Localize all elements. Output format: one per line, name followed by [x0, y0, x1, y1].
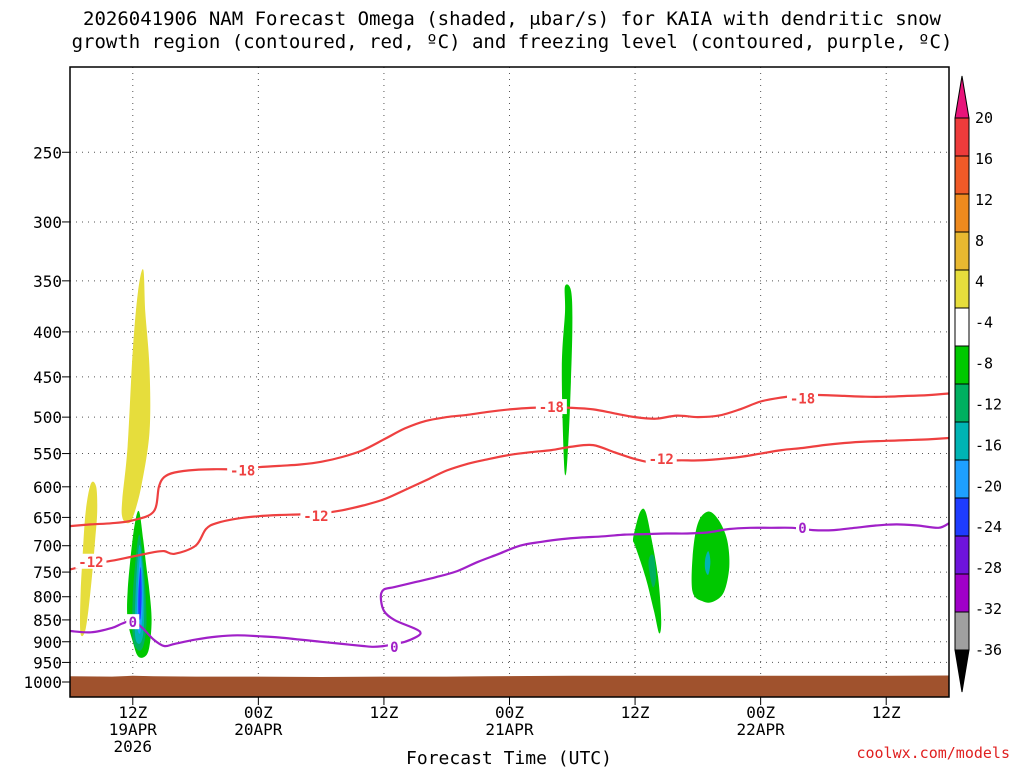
colorbar-swatch	[954, 155, 970, 195]
x-tick-label: 21APR	[485, 720, 534, 739]
colorbar-label: 8	[975, 232, 984, 250]
contour-label-bg	[227, 462, 259, 478]
colorbar-label: 4	[975, 273, 984, 291]
colorbar-swatch	[954, 269, 970, 309]
colorbar-swatch	[954, 459, 970, 499]
colorbar-label: 12	[975, 191, 993, 209]
contour-line	[70, 436, 949, 571]
colorbar-label: -36	[975, 641, 1002, 659]
colorbar-swatch	[954, 535, 970, 575]
y-tick-label: 800	[33, 588, 62, 607]
colorbar-label: -12	[975, 395, 1002, 413]
colorbar-label: -32	[975, 600, 1002, 618]
x-axis-label: Forecast Time (UTC)	[406, 748, 612, 768]
contour-label-bg	[75, 553, 107, 569]
contour-label: 0	[129, 615, 137, 631]
contour-label-bg	[535, 399, 567, 415]
colorbar-swatch	[954, 421, 970, 461]
y-tick-label: 450	[33, 368, 62, 387]
x-tick-label: 22APR	[737, 720, 786, 739]
colorbar-swatch	[954, 307, 970, 347]
x-tick-label: 12Z	[872, 703, 901, 722]
colorbar-label: -16	[975, 436, 1002, 454]
omega-region	[138, 567, 142, 620]
contour-label: -18	[539, 400, 564, 416]
y-tick-label: 850	[33, 611, 62, 630]
x-tick-label: 12Z	[621, 703, 650, 722]
chart-title-line2: growth region (contoured, red, ºC) and f…	[71, 31, 953, 53]
y-tick-label: 500	[33, 408, 62, 427]
x-tick-label: 12Z	[118, 703, 147, 722]
omega-region	[121, 269, 151, 524]
contour-label: -18	[790, 391, 815, 407]
contour-label: -12	[78, 555, 103, 571]
plot-background	[70, 67, 949, 697]
omega-region	[691, 511, 730, 603]
contour-label: -12	[649, 452, 674, 468]
colorbar-label: -24	[975, 518, 1002, 536]
ground-terrain	[70, 675, 949, 697]
grid	[70, 67, 949, 697]
contour-label-bg	[387, 638, 401, 654]
y-tick-label: 550	[33, 445, 62, 464]
colorbar-swatch	[954, 611, 970, 651]
contours: -18 -18 -18 -12 -12 -12 0 0 0	[70, 390, 949, 656]
x-tick-label: 00Z	[244, 703, 273, 722]
y-tick-label: 950	[33, 653, 62, 672]
colorbar: 20 16 12 8 4 -4 -8 -12 -16 -20 -24 -28 -32 -36	[954, 75, 1002, 693]
contour-label: 0	[798, 521, 806, 537]
x-tick-label: 00Z	[746, 703, 775, 722]
colorbar-swatch	[954, 231, 970, 271]
contour-label-bg	[787, 390, 818, 406]
colorbar-swatch	[954, 117, 970, 157]
y-tick-label: 750	[33, 563, 62, 582]
colorbar-swatch	[954, 573, 970, 613]
y-tick-label: 350	[33, 272, 62, 291]
x-tick-label: 00Z	[495, 703, 524, 722]
contour-line	[70, 522, 949, 648]
colorbar-top-arrow	[954, 75, 970, 119]
omega-region	[704, 551, 711, 575]
y-axis: 250 300 350 400 450 500 550 600 650 700 750 800 850 9…	[23, 143, 70, 692]
colorbar-swatch	[954, 497, 970, 537]
x-tick-label: 20APR	[234, 720, 283, 739]
omega-region	[561, 284, 573, 476]
colorbar-swatch	[954, 383, 970, 423]
y-tick-label: 650	[33, 508, 62, 527]
colorbar-label: -4	[975, 314, 993, 332]
contour-label: -12	[303, 509, 328, 525]
omega-region	[648, 554, 657, 588]
contour-label: 0	[390, 640, 398, 656]
y-tick-label: 250	[33, 143, 62, 162]
y-tick-label: 1000	[23, 673, 62, 692]
colorbar-swatch	[954, 193, 970, 233]
credit-text: coolwx.com/models	[856, 744, 1010, 762]
omega-region	[633, 508, 662, 634]
contour-label-bg	[796, 519, 809, 535]
colorbar-label: -28	[975, 559, 1002, 577]
x-tick-label: 2026	[114, 737, 153, 756]
colorbar-label: 16	[975, 150, 993, 168]
colorbar-label: -20	[975, 477, 1002, 495]
contour-label: -18	[230, 464, 255, 480]
colorbar-label: 20	[975, 109, 993, 127]
y-tick-label: 900	[33, 633, 62, 652]
colorbar-swatch	[954, 345, 970, 385]
colorbar-label: -8	[975, 355, 993, 373]
x-tick-label: 12Z	[369, 703, 398, 722]
ground-fill	[70, 675, 949, 697]
contour-label-bg	[300, 508, 332, 524]
chart-title-line1: 2026041906 NAM Forecast Omega (shaded, μ…	[83, 8, 941, 30]
y-tick-label: 300	[33, 213, 62, 232]
colorbar-bottom-arrow	[954, 649, 970, 693]
contour-label-bg	[126, 614, 140, 630]
y-tick-label: 600	[33, 478, 62, 497]
y-tick-label: 400	[33, 323, 62, 342]
x-tick-label: 19APR	[109, 720, 158, 739]
y-tick-label: 700	[33, 537, 62, 556]
contour-label-bg	[645, 451, 677, 467]
